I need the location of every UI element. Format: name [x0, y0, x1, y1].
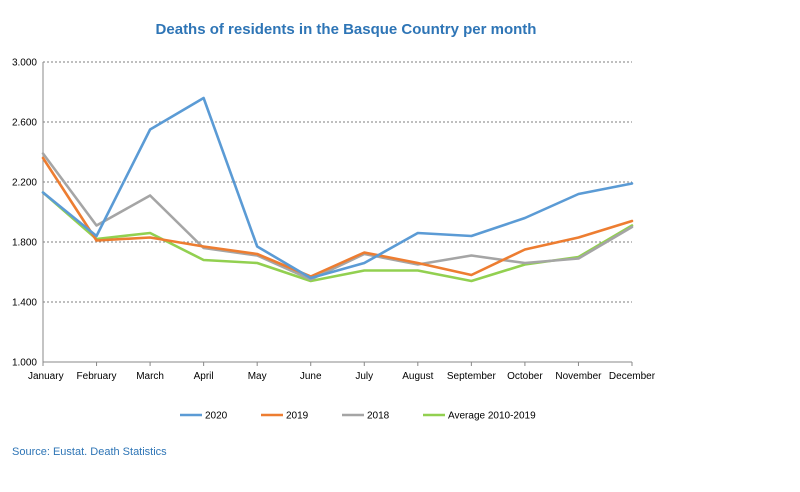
- x-tick-label: November: [555, 371, 602, 382]
- axes: [42, 62, 633, 366]
- y-tick-label: 3.000: [12, 58, 37, 69]
- x-tick-label: September: [447, 371, 497, 382]
- legend: 2020 2019 2018 Average 2010-2019: [180, 411, 536, 422]
- series-line-2020: [41, 96, 634, 280]
- legend-label: 2019: [286, 411, 309, 422]
- source-note: Source: Eustat. Death Statistics: [12, 446, 167, 458]
- x-tick-label: March: [136, 371, 164, 382]
- series-lines: [41, 96, 634, 283]
- y-tick-label: 1.000: [12, 358, 37, 369]
- x-tick-label: February: [77, 371, 117, 382]
- legend-label: 2018: [367, 411, 390, 422]
- y-tick-label: 1.400: [12, 298, 37, 309]
- legend-item: Average 2010-2019: [423, 411, 536, 422]
- legend-item: 2019: [261, 411, 309, 422]
- y-tick-label: 2.200: [12, 178, 37, 189]
- y-tick-label: 2.600: [12, 118, 37, 129]
- series-line-2019: [41, 156, 634, 278]
- legend-label: 2020: [205, 411, 228, 422]
- series-line-2018: [41, 152, 634, 281]
- legend-item: 2020: [180, 411, 228, 422]
- x-tick-label: June: [300, 371, 322, 382]
- x-tick-label: April: [194, 371, 214, 382]
- x-tick-labels: January February March April May June July Augu…: [28, 371, 656, 382]
- chart-title: Deaths of residents in the Basque Countr…: [156, 21, 537, 38]
- y-tick-label: 1.800: [12, 238, 37, 249]
- y-tick-labels: 1.000 1.400 1.800 2.200 2.600 3.000: [12, 58, 37, 369]
- x-tick-label: August: [402, 371, 433, 382]
- x-tick-label: October: [507, 371, 543, 382]
- x-tick-label: January: [28, 371, 64, 382]
- legend-item: 2018: [342, 411, 390, 422]
- legend-label: Average 2010-2019: [448, 411, 536, 422]
- x-tick-label: December: [609, 371, 656, 382]
- x-tick-label: May: [248, 371, 267, 382]
- x-tick-label: July: [355, 371, 373, 382]
